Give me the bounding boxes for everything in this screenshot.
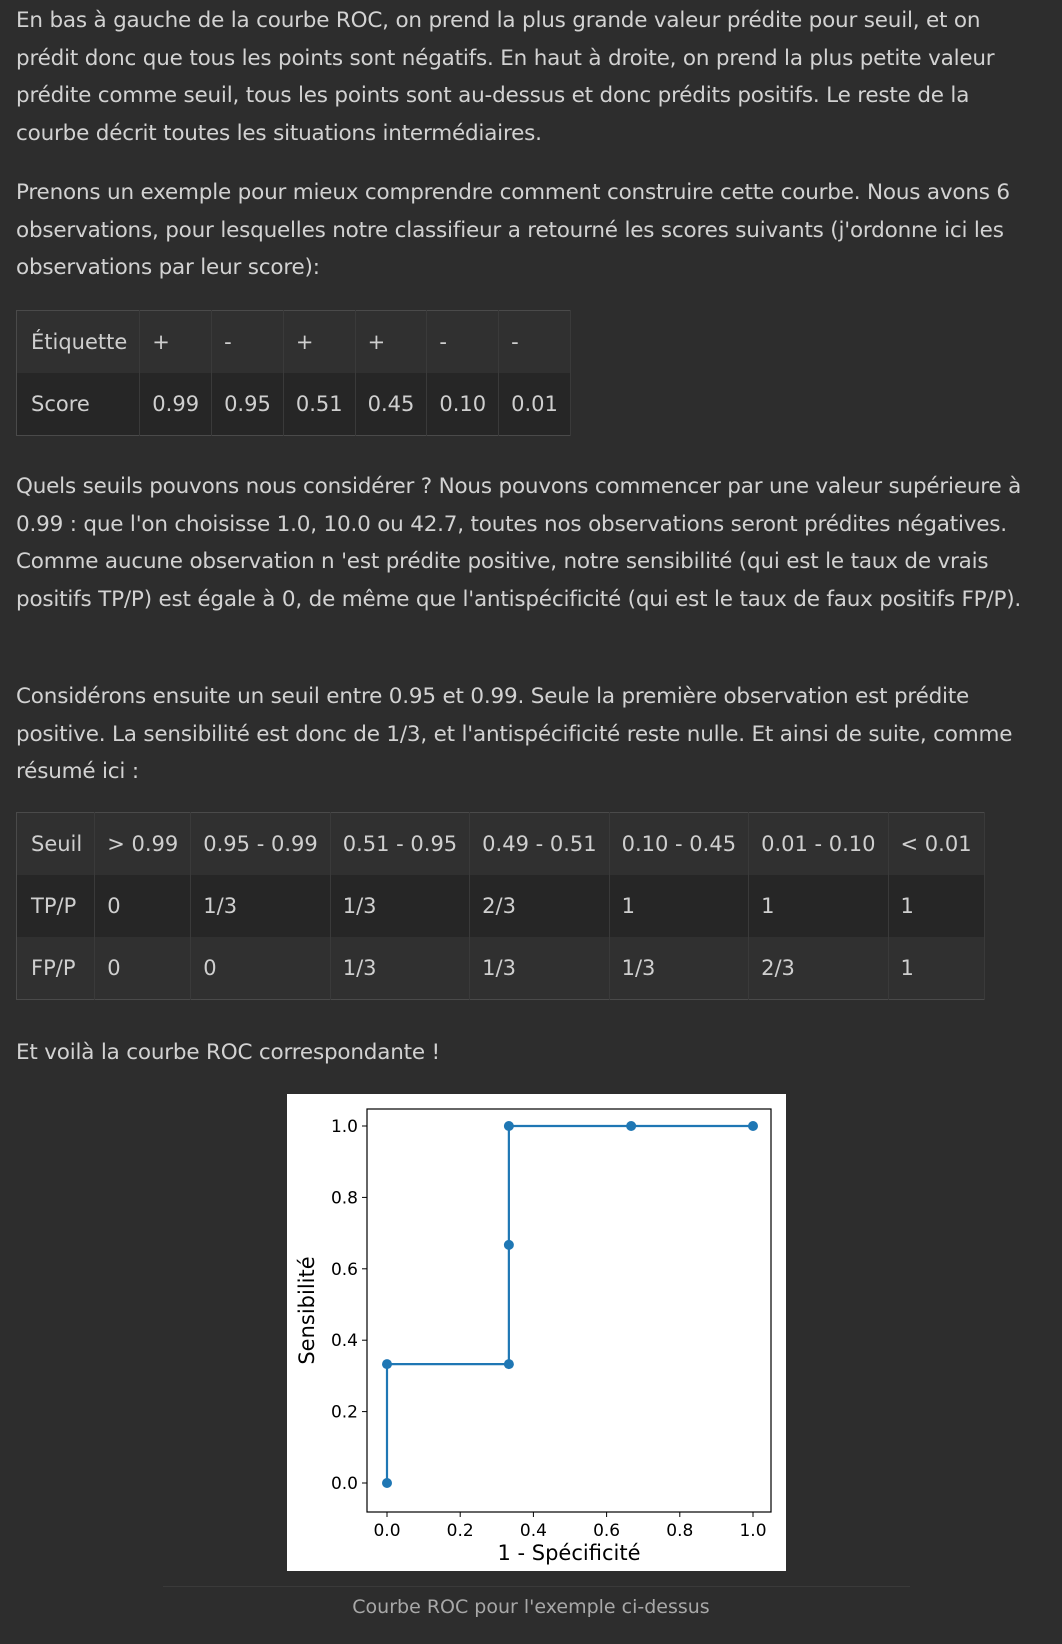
y-tick-label: 0.0: [331, 1474, 358, 1494]
scores-table: Étiquette + - + + - - Score 0.99 0.95 0.…: [16, 310, 571, 436]
seuil-cell: > 0.99: [94, 812, 192, 875]
seuil-cell: 0.49 - 0.51: [469, 812, 610, 875]
fpp-cell: 0: [94, 937, 192, 1000]
y-axis-label: Sensibilité: [295, 1256, 319, 1364]
seuil-cell: 0.95 - 0.99: [190, 812, 331, 875]
score-cell: 0.45: [355, 373, 428, 436]
roc-data-point: [382, 1478, 392, 1488]
y-tick-label: 0.2: [331, 1403, 358, 1423]
paragraph-thresholds: Quels seuils pouvons nous considérer ? N…: [16, 474, 1022, 612]
row-header-etiquette: Étiquette: [16, 310, 141, 373]
roc-chart: 0.0 0.2 0.4 0.6 0.8 1.0 0.0 0.2 0.4 0.6 0.8 1.0 1 - …: [295, 1108, 772, 1565]
etiquette-cell: +: [355, 310, 428, 373]
fpp-cell: 1/3: [609, 937, 750, 1000]
score-cell: 0.99: [139, 373, 213, 436]
tpp-cell: 1/3: [330, 875, 471, 937]
x-tick-label: 0.0: [373, 1521, 400, 1541]
tpp-cell: 1/3: [190, 875, 331, 937]
paragraph-next-threshold: Considérons ensuite un seuil entre 0.95 …: [16, 684, 1013, 785]
tpp-cell: 1: [748, 875, 889, 937]
etiquette-cell: +: [139, 310, 213, 373]
figure-caption: Courbe ROC pour l'exemple ci-dessus: [352, 1596, 710, 1618]
y-tick-label: 0.4: [331, 1331, 358, 1351]
x-tick-label: 0.8: [666, 1521, 693, 1541]
row-header-tpp: TP/P: [16, 875, 96, 937]
roc-series-line: [385, 1124, 753, 1483]
row-header-score: Score: [16, 373, 141, 436]
roc-data-point: [626, 1121, 637, 1131]
fpp-cell: 2/3: [748, 937, 889, 1000]
etiquette-cell: -: [498, 310, 571, 373]
caption-divider: [163, 1586, 910, 1587]
x-tick-label: 0.2: [447, 1521, 474, 1541]
x-tick-label: 0.4: [520, 1521, 547, 1541]
seuil-cell: 0.51 - 0.95: [330, 812, 471, 875]
etiquette-cell: +: [283, 310, 356, 373]
roc-data-point: [503, 1359, 514, 1370]
table-row: Score 0.99 0.95 0.51 0.45 0.10 0.01: [16, 373, 571, 436]
y-tick-label: 0.6: [331, 1260, 358, 1280]
fpp-cell: 0: [190, 937, 331, 1000]
row-header-fpp: FP/P: [16, 937, 96, 1000]
fpp-cell: 1/3: [469, 937, 610, 1000]
tpp-cell: 0: [94, 875, 192, 937]
thresholds-table: Seuil > 0.99 0.95 - 0.99 0.51 - 0.95 0.4…: [16, 812, 985, 1000]
y-tick-label: 1.0: [331, 1117, 358, 1137]
seuil-cell: < 0.01: [888, 812, 985, 875]
paragraph-roc-result: Et voilà la courbe ROC correspondante !: [16, 1040, 440, 1065]
x-tick-label: 0.6: [593, 1521, 620, 1541]
tpp-cell: 1: [609, 875, 750, 937]
roc-data-point: [748, 1121, 758, 1131]
row-header-seuil: Seuil: [16, 812, 96, 875]
tpp-cell: 1: [888, 875, 985, 937]
roc-data-point: [503, 1121, 514, 1131]
table-row: Seuil > 0.99 0.95 - 0.99 0.51 - 0.95 0.4…: [16, 812, 985, 875]
table-row: TP/P 0 1/3 1/3 2/3 1 1 1: [16, 875, 985, 937]
roc-data-point: [382, 1359, 392, 1370]
score-cell: 0.01: [498, 373, 571, 436]
paragraph-example-intro: Prenons un exemple pour mieux comprendre…: [16, 180, 1010, 281]
etiquette-cell: -: [426, 310, 500, 373]
roc-data-point: [503, 1239, 514, 1250]
fpp-cell: 1: [888, 937, 985, 1000]
x-axis-label: 1 - Spécificité: [497, 1541, 640, 1565]
table-row: FP/P 0 0 1/3 1/3 1/3 2/3 1: [16, 937, 985, 1000]
y-tick-label: 0.8: [331, 1188, 358, 1208]
roc-figure: 0.0 0.2 0.4 0.6 0.8 1.0 0.0 0.2 0.4 0.6 0.8 1.0 1 - …: [287, 1094, 786, 1571]
tpp-cell: 2/3: [469, 875, 610, 937]
table-row: Étiquette + - + + - -: [16, 310, 571, 373]
etiquette-cell: -: [211, 310, 284, 373]
x-tick-label: 1.0: [739, 1521, 766, 1541]
score-cell: 0.51: [283, 373, 356, 436]
plot-frame: [366, 1108, 772, 1513]
score-cell: 0.95: [211, 373, 284, 436]
seuil-cell: 0.01 - 0.10: [748, 812, 889, 875]
seuil-cell: 0.10 - 0.45: [609, 812, 750, 875]
score-cell: 0.10: [426, 373, 500, 436]
fpp-cell: 1/3: [330, 937, 471, 1000]
paragraph-roc-intro: En bas à gauche de la courbe ROC, on pre…: [16, 8, 995, 146]
